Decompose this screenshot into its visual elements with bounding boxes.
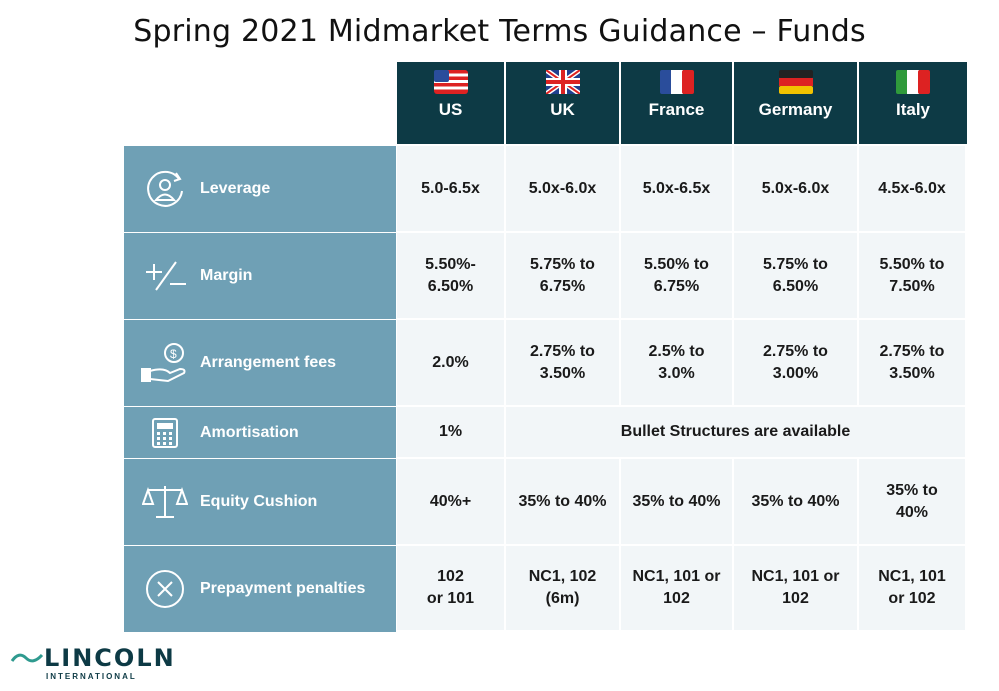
table-cell: 4.5x-6.0x — [859, 146, 967, 233]
table-cell-merged: Bullet Structures are available — [506, 407, 967, 459]
table-cell: 2.75% to 3.50% — [506, 320, 621, 407]
column-label: France — [648, 100, 705, 119]
france-flag-icon — [659, 70, 694, 94]
row-label-prepayment-penalties: Prepayment penalties — [124, 546, 396, 632]
row-label-text: Amortisation — [200, 423, 299, 441]
row-label-leverage: Leverage — [124, 146, 396, 232]
row-label-text: Leverage — [200, 180, 271, 197]
hand-coin-icon: $ — [141, 343, 186, 383]
table-cell: 5.0x-6.0x — [734, 146, 859, 233]
germany-flag-icon — [778, 70, 813, 94]
column-header-france: France — [621, 62, 732, 144]
column-header-us: US — [397, 62, 504, 144]
table-cell: 5.50% to 7.50% — [859, 233, 967, 320]
row-label-text: Equity Cushion — [200, 493, 318, 510]
table-cell: 40%+ — [397, 459, 506, 546]
table-cell: 2.75% to 3.00% — [734, 320, 859, 407]
row-label-arrangement-fees: $ Arrangement fees — [124, 320, 396, 406]
table-cell: 5.0x-6.0x — [506, 146, 621, 233]
svg-text:$: $ — [170, 347, 177, 361]
uk-flag-icon — [545, 70, 580, 94]
column-label: Germany — [758, 100, 833, 119]
plus-minus-icon — [146, 261, 186, 291]
row-label-text: Prepayment penalties — [200, 580, 366, 597]
lincoln-logo: LINCOLN INTERNATIONAL — [10, 644, 176, 681]
column-header-germany: Germany — [734, 62, 857, 144]
table-cell: 2.5% to 3.0% — [621, 320, 734, 407]
table-cell: NC1, 102 (6m) — [506, 546, 621, 632]
column-label: US — [438, 100, 463, 119]
table-cell: 35% to 40% — [859, 459, 967, 546]
table-cell: 102 or 101 — [397, 546, 506, 632]
row-label-equity-cushion: Equity Cushion — [124, 459, 396, 545]
table-cell: 5.0-6.5x — [397, 146, 506, 233]
us-flag-icon — [433, 70, 468, 94]
logo-name: LINCOLN — [44, 644, 176, 672]
column-label: UK — [550, 100, 575, 119]
person-cycle-icon — [147, 170, 183, 207]
table-cell: 5.0x-6.5x — [621, 146, 734, 233]
calculator-icon — [152, 417, 178, 448]
logo-subtitle: INTERNATIONAL — [46, 672, 137, 681]
table-cell: 5.75% to 6.50% — [734, 233, 859, 320]
table-cell: 5.75% to 6.75% — [506, 233, 621, 320]
column-header-italy: Italy — [859, 62, 967, 144]
italy-flag-icon — [896, 70, 930, 94]
row-label-amortisation: Amortisation — [124, 407, 396, 458]
table-cell: NC1, 101 or 102 — [734, 546, 859, 632]
table-cell: 35% to 40% — [506, 459, 621, 546]
table-cell: NC1, 101 or 102 — [859, 546, 967, 632]
table-cell: 5.50% to 6.75% — [621, 233, 734, 320]
table-cell: 35% to 40% — [734, 459, 859, 546]
row-label-text: Arrangement fees — [200, 354, 337, 371]
row-label-margin: Margin — [124, 233, 396, 319]
scales-icon — [142, 486, 188, 518]
table-cell: 5.50%- 6.50% — [397, 233, 506, 320]
column-label: Italy — [895, 100, 931, 119]
table-cell: NC1, 101 or 102 — [621, 546, 734, 632]
table-cell: 2.75% to 3.50% — [859, 320, 967, 407]
page-title: Spring 2021 Midmarket Terms Guidance – F… — [133, 14, 866, 49]
table-cell: 1% — [397, 407, 506, 459]
x-circle-icon — [146, 570, 184, 608]
table-cell: 35% to 40% — [621, 459, 734, 546]
row-label-text: Margin — [200, 267, 253, 284]
wave-logo-icon — [10, 653, 44, 663]
column-header-uk: UK — [506, 62, 619, 144]
table-cell: 2.0% — [397, 320, 506, 407]
